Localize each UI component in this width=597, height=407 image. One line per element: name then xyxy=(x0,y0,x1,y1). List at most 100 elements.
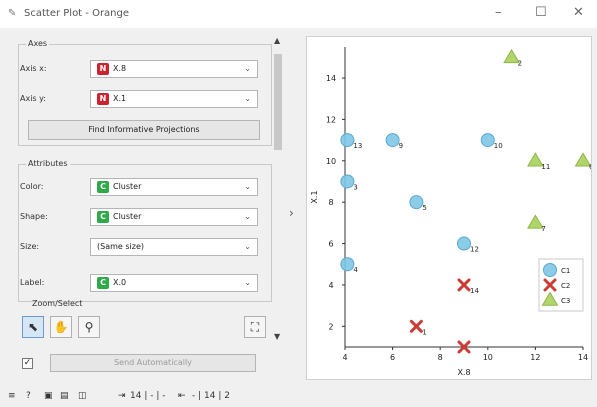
chevron-down-icon: ⌄ xyxy=(244,242,251,251)
fit-view-icon: ⛶ xyxy=(250,320,260,334)
data-point-c1 xyxy=(385,133,400,148)
label-label: Label: xyxy=(20,278,45,287)
report-icon[interactable]: ▤ xyxy=(60,391,69,401)
color-select[interactable]: C Cluster ⌄ xyxy=(90,178,258,196)
legend-marker xyxy=(541,291,559,306)
x-tick-label: 10 xyxy=(483,353,493,362)
color-label: Color: xyxy=(20,182,44,191)
categorical-variable-icon: C xyxy=(97,277,109,289)
y-axis-title: X.1 xyxy=(310,190,319,203)
x-tick-label: 14 xyxy=(578,353,588,362)
scatter-plot-icon: ✎ xyxy=(8,8,17,19)
scroll-up-icon[interactable]: ▲ xyxy=(274,36,281,45)
help-icon[interactable]: ? xyxy=(26,391,31,401)
pan-tool-button[interactable]: ✋ xyxy=(50,316,72,338)
control-area-scrollbar[interactable]: ▲ ▼ xyxy=(272,36,284,344)
axis-y-select[interactable]: N X.1 ⌄ xyxy=(90,90,258,108)
point-label: 7 xyxy=(541,225,545,233)
save-icon[interactable]: ▣ xyxy=(44,391,53,401)
y-tick-label: 2 xyxy=(328,322,333,331)
size-select[interactable]: (Same size) ⌄ xyxy=(90,238,258,256)
control-area: Axes Axis x: N X.8 ⌄ Axis y: N X.1 ⌄ Fin… xyxy=(18,36,288,372)
point-label: 1 xyxy=(422,328,426,336)
numeric-variable-icon: N xyxy=(97,93,109,105)
axis-x-label: Axis x: xyxy=(20,64,47,73)
zoom-tool-button[interactable]: ⚲ xyxy=(78,316,100,338)
input-icon: ⇥ xyxy=(118,391,126,401)
color-value: Cluster xyxy=(113,182,142,191)
legend-label: C2 xyxy=(561,282,570,290)
scrollbar-thumb[interactable] xyxy=(274,54,282,150)
label-value: X.0 xyxy=(113,278,127,287)
y-tick-label: 12 xyxy=(326,115,336,124)
input-summary: 14 | - | - xyxy=(130,391,166,401)
data-point-c2 xyxy=(457,278,471,292)
chevron-down-icon: ⌄ xyxy=(244,182,251,191)
legend-label: C3 xyxy=(561,297,570,305)
chevron-down-icon: ⌄ xyxy=(244,94,251,103)
output-icon: ⇤ xyxy=(178,391,186,401)
x-tick-label: 4 xyxy=(342,353,347,362)
legend-marker xyxy=(543,263,557,277)
point-label: 12 xyxy=(470,246,479,254)
legend-marker xyxy=(543,278,557,292)
hand-icon: ✋ xyxy=(53,320,69,334)
categorical-variable-icon: C xyxy=(97,211,109,223)
point-label: 14 xyxy=(470,287,479,295)
magnifier-icon: ⚲ xyxy=(84,320,94,334)
data-point-c3 xyxy=(527,214,544,229)
reset-zoom-button[interactable]: ⛶ xyxy=(244,316,266,338)
checkmark-icon: ✓ xyxy=(23,358,32,368)
data-point-c3 xyxy=(527,152,544,167)
send-automatically-button[interactable]: Send Automatically xyxy=(50,354,256,372)
pointer-tool-button[interactable]: ⬉ xyxy=(22,316,44,338)
numeric-variable-icon: N xyxy=(97,63,109,75)
data-point-c2 xyxy=(457,340,471,354)
y-tick-label: 10 xyxy=(326,157,336,166)
point-label: 11 xyxy=(541,163,550,171)
plot-area[interactable]: 4 6 8 10 12 14 2 4 6 8 10 12 14 X.8 X.1 13 9 10 3 5 12 4 14 1 2 1… xyxy=(306,36,594,380)
shape-select[interactable]: C Cluster ⌄ xyxy=(90,208,258,226)
x-tick-label: 12 xyxy=(530,353,540,362)
y-tick-label: 4 xyxy=(328,281,333,290)
data-point-c1 xyxy=(340,133,355,148)
window-title: Scatter Plot - Orange xyxy=(24,8,130,19)
data-point-c1 xyxy=(457,236,471,251)
axis-x-select[interactable]: N X.8 ⌄ xyxy=(90,60,258,78)
scroll-down-icon[interactable]: ▼ xyxy=(274,332,281,341)
attributes-group xyxy=(18,164,272,302)
find-informative-projections-button[interactable]: Find Informative Projections xyxy=(28,120,260,140)
size-label: Size: xyxy=(20,242,40,251)
data-point-c3 xyxy=(574,152,592,167)
minimize-button[interactable]: – xyxy=(495,5,502,20)
shape-value: Cluster xyxy=(113,212,142,221)
graph-icon[interactable]: ◫ xyxy=(78,391,87,401)
x-tick-label: 6 xyxy=(390,353,395,362)
title-bar: ✎ Scatter Plot - Orange – ☐ ✕ xyxy=(0,0,597,28)
close-button[interactable]: ✕ xyxy=(573,5,584,20)
size-value: (Same size) xyxy=(97,242,144,251)
chevron-down-icon: ⌄ xyxy=(244,212,251,221)
label-select[interactable]: C X.0 ⌄ xyxy=(90,274,258,292)
chevron-down-icon: ⌄ xyxy=(244,278,251,287)
legend-label: C1 xyxy=(561,267,570,275)
axes-group xyxy=(18,44,272,146)
point-label: 2 xyxy=(518,59,522,67)
collapse-panel-icon[interactable]: › xyxy=(289,206,294,220)
maximize-button[interactable]: ☐ xyxy=(535,5,547,20)
y-tick-label: 14 xyxy=(326,74,336,83)
data-point-c1 xyxy=(409,195,424,210)
status-bar: ≡ ? ▣ ▤ ◫ ⇥ 14 | - | - ⇤ - | 14 | 2 xyxy=(0,388,597,407)
data-point-c3 xyxy=(503,48,520,64)
menu-icon[interactable]: ≡ xyxy=(8,391,16,401)
zoom-select-label: Zoom/Select xyxy=(32,299,83,308)
data-point-c1 xyxy=(340,174,355,189)
point-label: 5 xyxy=(422,204,426,212)
send-automatically-checkbox[interactable]: ✓ xyxy=(22,358,33,369)
point-label: 13 xyxy=(353,142,362,150)
point-label: 4 xyxy=(353,266,358,274)
output-summary: - | 14 | 2 xyxy=(192,391,230,401)
axis-y-label: Axis y: xyxy=(20,94,46,103)
data-point-c1 xyxy=(340,257,355,272)
